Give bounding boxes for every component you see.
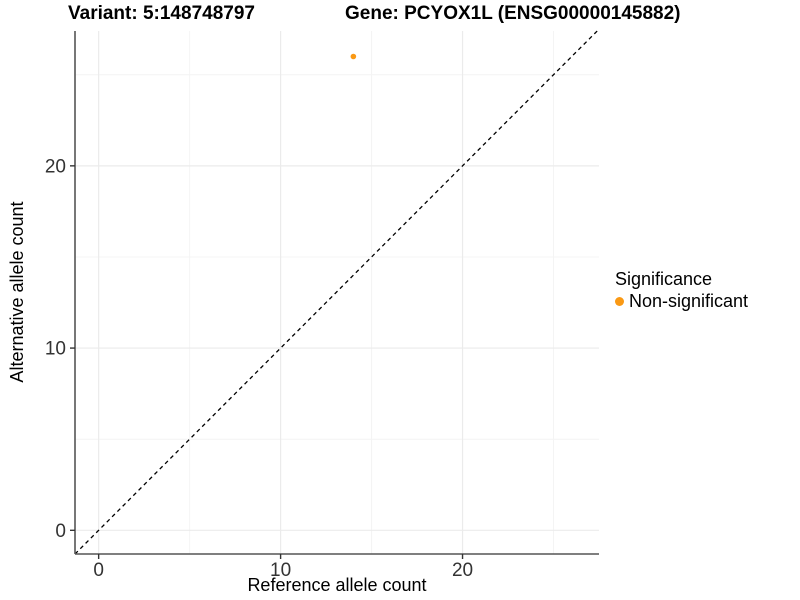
plot-title-variant: Variant: 5:148748797: [68, 3, 255, 24]
x-tick-label: 10: [270, 560, 291, 581]
identity-line: [74, 30, 598, 555]
legend: Significance Non-significant: [615, 269, 748, 312]
x-tick-label: 20: [452, 560, 473, 581]
y-tick-label: 10: [45, 339, 66, 360]
legend-point-swatch: [615, 297, 624, 306]
plot-title-gene: Gene: PCYOX1L (ENSG00000145882): [345, 3, 681, 24]
x-axis-title: Reference allele count: [247, 575, 427, 595]
legend-items: Non-significant: [615, 291, 748, 312]
legend-title: Significance: [615, 269, 713, 289]
y-axis-title: Alternative allele count: [7, 201, 27, 383]
data-point: [350, 53, 357, 60]
y-tick-label: 20: [45, 156, 66, 177]
x-tick-label: 0: [93, 560, 104, 581]
y-tick-label: 0: [55, 521, 66, 542]
legend-item: Non-significant: [615, 291, 748, 312]
legend-item-label: Non-significant: [629, 291, 749, 311]
